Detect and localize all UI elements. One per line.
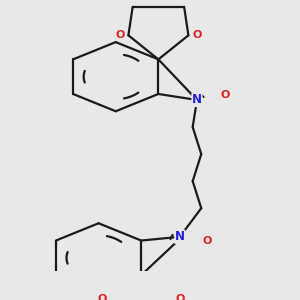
Text: O: O xyxy=(203,236,212,246)
Text: O: O xyxy=(220,90,230,100)
Text: O: O xyxy=(192,30,202,40)
Text: N: N xyxy=(175,230,185,243)
Text: O: O xyxy=(175,294,184,300)
Text: N: N xyxy=(192,94,202,106)
Text: O: O xyxy=(98,294,107,300)
Text: O: O xyxy=(115,30,124,40)
